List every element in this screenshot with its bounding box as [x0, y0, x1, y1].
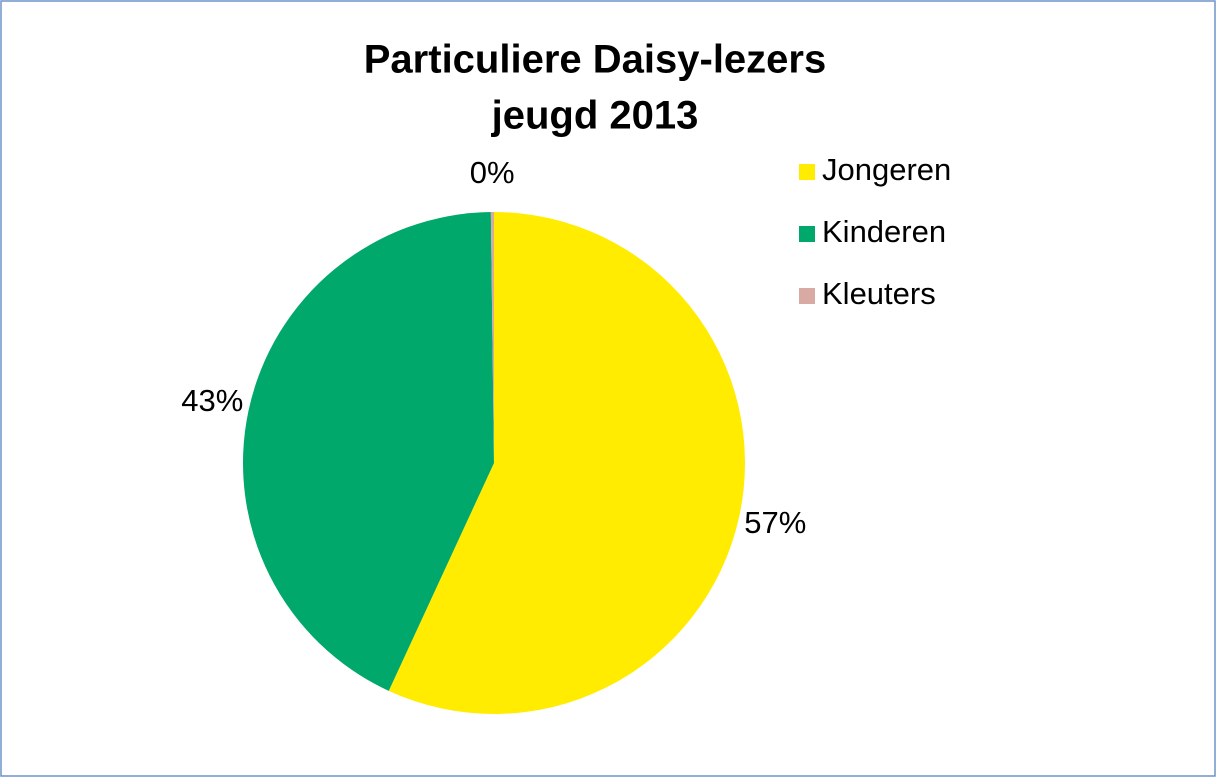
- data-label: 57%: [744, 505, 806, 540]
- pie-slice: [388, 212, 745, 714]
- legend-swatch: [799, 226, 815, 242]
- legend-label: Jongeren: [822, 152, 951, 187]
- pie-slice: [490, 212, 494, 463]
- chart-subtitle: jeugd 2013: [491, 94, 699, 138]
- legend-swatch: [799, 288, 815, 304]
- data-label: 43%: [181, 383, 243, 418]
- pie-slice: [242, 212, 494, 691]
- legend-label: Kinderen: [822, 214, 946, 249]
- chart-title: Particuliere Daisy-lezers: [364, 38, 826, 82]
- data-label: 0%: [470, 155, 515, 190]
- legend-label: Kleuters: [822, 276, 936, 311]
- legend-swatch: [799, 164, 815, 180]
